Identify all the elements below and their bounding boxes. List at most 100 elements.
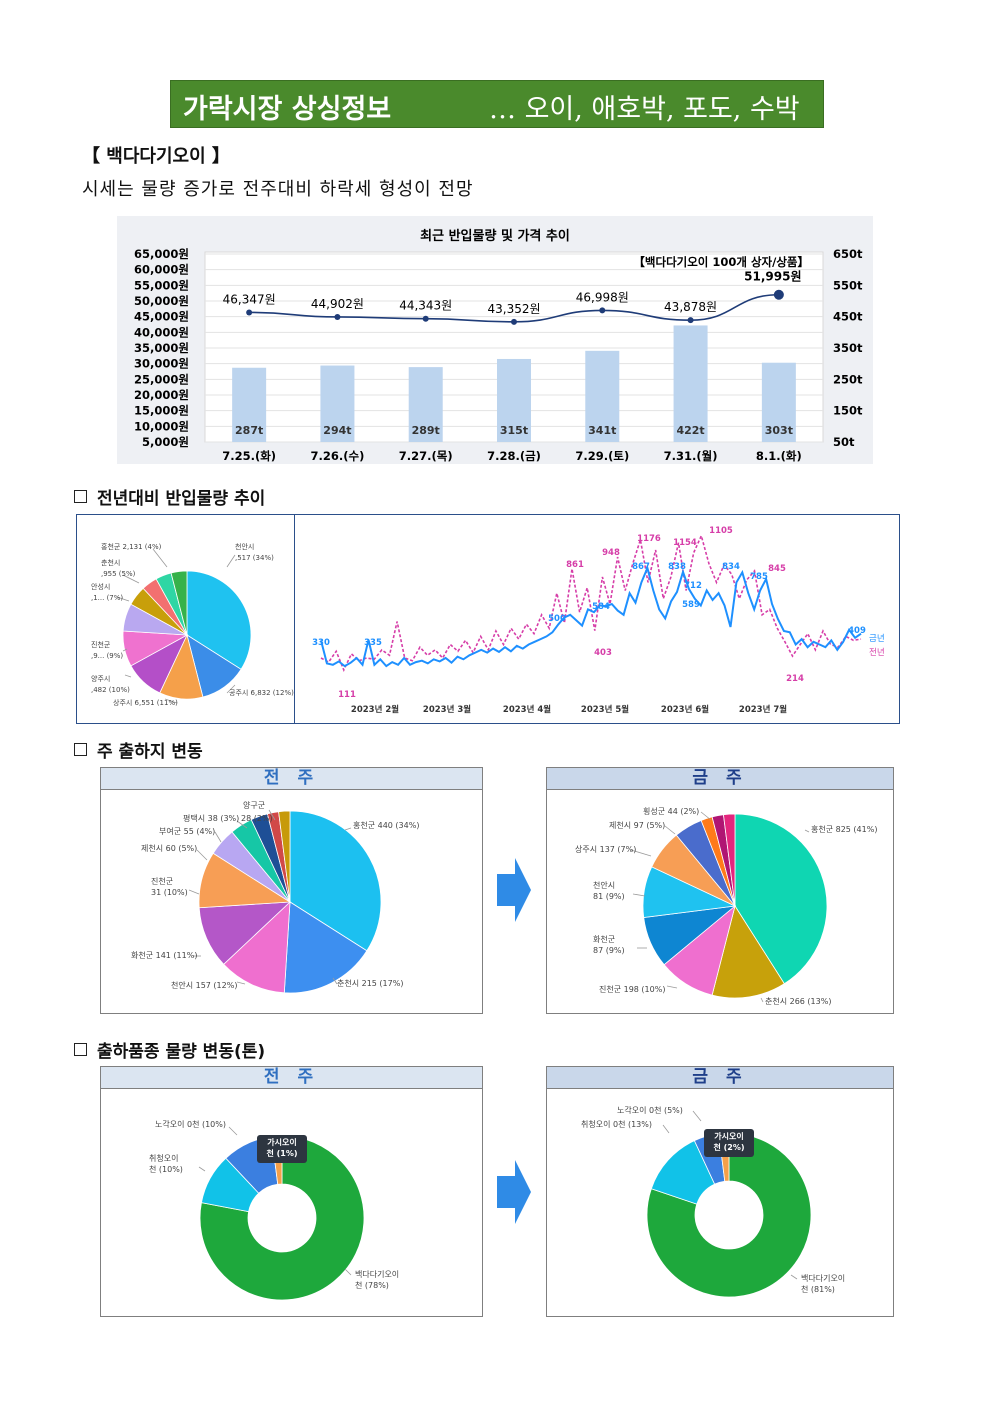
- leader-line: [630, 849, 652, 857]
- y-left-tick: 35,000원: [134, 341, 189, 355]
- banner-title-bold: 가락시장 상싱정보: [183, 94, 392, 125]
- slice-label: 천 (78%): [355, 1280, 389, 1290]
- this-year-line: [320, 564, 862, 668]
- annotation-this-year: 785: [750, 572, 768, 582]
- section-variety-label: 출하품종 물량 변동(톤): [97, 1042, 266, 1062]
- slice-label: 춘천시 266 (13%): [765, 996, 831, 1006]
- origin-this-panel: 금 주 홍천군 825 (41%) 춘천시 266 (13%) 진천군 198 (1…: [546, 767, 894, 1014]
- annotation-last-year: 948: [602, 548, 620, 558]
- y-left-tick: 65,000원: [134, 247, 189, 261]
- pie-slice: [723, 813, 736, 907]
- leader-line: [632, 893, 646, 897]
- origin-share-pie-svg: 천안시 ,517 (34%) 공주시 6,832 (12%) 상주시 6,551 (1…: [91, 542, 294, 707]
- origin-this-pie: 홍천군 825 (41%) 춘천시 266 (13%) 진천군 198 (10%) 화…: [575, 806, 877, 1006]
- checkbox-square: [74, 743, 87, 756]
- leader-line: [236, 820, 248, 829]
- annotation-this-year: 712: [684, 581, 702, 591]
- annotation-last-year: 214: [786, 674, 804, 684]
- x-tick-label: 2023년 3월: [423, 704, 471, 715]
- item-header: 【 백다다기오이 】: [82, 146, 230, 167]
- leader-line: [344, 827, 352, 831]
- y-left-tick: 55,000원: [134, 278, 189, 292]
- price-volume-chart-svg: 최근 반입물량 및 가격 추이 【백다다기오이 100개 상자/상품】 287t…: [134, 228, 863, 463]
- annotation-last-year: 845: [768, 564, 786, 574]
- slice-label: 천 (1%): [266, 1148, 297, 1158]
- slice-label: ,482 (10%): [91, 686, 130, 694]
- section-yoy-label: 전년대비 반입물량 추이: [97, 489, 266, 509]
- slice-label: 화천군: [593, 934, 615, 944]
- leader-line: [228, 1126, 238, 1136]
- slice-label: 87 (9%): [593, 946, 625, 955]
- origin-prev-head: 전 주: [101, 768, 482, 790]
- tooltip-box: [704, 1129, 754, 1157]
- leader-line: [804, 829, 810, 833]
- annotation-this-year: 335: [364, 638, 382, 648]
- pie-slice: [289, 810, 382, 952]
- chart1-title: 최근 반입물량 및 가격 추이: [420, 228, 570, 244]
- annotation-last-year: 403: [594, 648, 612, 658]
- market-outlook: 시세는 물량 증가로 전주대비 하락세 형성이 전망: [82, 179, 474, 200]
- banner-title-items: … 오이, 애호박, 포도, 수박: [489, 94, 800, 125]
- slice-label: 31 (10%): [151, 888, 188, 897]
- last-year-line: [320, 533, 862, 672]
- slice-label: 안성시: [91, 582, 110, 591]
- volume-label: 315t: [500, 424, 528, 437]
- slice-label: 천 (2%): [713, 1142, 744, 1152]
- leader-line: [664, 825, 676, 835]
- slice-label: 천안시: [593, 880, 615, 890]
- pie-slice: [734, 813, 828, 985]
- annotation-last-year: 1105: [709, 526, 733, 536]
- price-point: [246, 309, 253, 316]
- origin-share-pie: 천안시 ,517 (34%) 공주시 6,832 (12%) 상주시 6,551 (1…: [77, 515, 295, 723]
- slice-label: 노각오이 0천 (5%): [617, 1105, 683, 1115]
- annotation-last-year: 1176: [637, 534, 661, 544]
- x-tick-label: 7.31.(월): [664, 449, 718, 463]
- section-origin: 주 출하지 변동: [74, 737, 203, 762]
- slice-label: 양구군: [243, 801, 265, 810]
- origin-this-head: 금 주: [547, 768, 893, 790]
- price-point: [334, 313, 341, 320]
- price-point: [687, 317, 694, 324]
- variety-this-head: 금 주: [547, 1067, 893, 1089]
- yoy-line-chart-svg: 2023년 2월 2023년 3월 2023년 4월 2023년 5월 2023년 6월…: [312, 526, 885, 715]
- annotation-this-year: 834: [722, 562, 740, 572]
- price-label: 51,995원: [744, 270, 801, 284]
- slice-label: 상주시 6,551 (11%): [113, 698, 178, 707]
- price-label: 44,902원: [311, 297, 364, 311]
- y-right-tick: 250t: [833, 372, 863, 386]
- price-label: 44,343원: [399, 299, 452, 313]
- price-point: [511, 318, 517, 325]
- slice-label: 진천군: [151, 876, 173, 886]
- y-right-tick: 550t: [833, 278, 863, 292]
- price-point: [599, 307, 606, 314]
- annotation-last-year: 111: [338, 690, 356, 700]
- slice-label: 양주시: [91, 675, 110, 683]
- annotation-this-year: 500: [548, 614, 566, 624]
- pie-slice: [170, 570, 188, 636]
- leader-line: [700, 811, 712, 821]
- leader-line: [116, 596, 130, 602]
- volume-bar: [585, 350, 620, 442]
- yoy-frame: 천안시 ,517 (34%) 공주시 6,832 (12%) 상주시 6,551 (1…: [76, 514, 900, 724]
- checkbox-square: [74, 490, 87, 503]
- volume-bar: [673, 325, 708, 442]
- section-variety: 출하품종 물량 변동(톤): [74, 1037, 265, 1062]
- leader-line: [164, 698, 178, 704]
- leader-line: [196, 849, 208, 861]
- leader-line: [122, 574, 140, 584]
- annotation-this-year: 584: [592, 602, 610, 612]
- slice-label: 공주시 6,832 (12%): [229, 689, 294, 697]
- y-left-tick: 40,000원: [134, 325, 189, 339]
- slice-label: 가시오이: [267, 1137, 296, 1147]
- leader-line: [226, 554, 236, 568]
- y-left-tick: 5,000원: [142, 435, 189, 449]
- slice-label: ,955 (5%): [101, 570, 136, 578]
- leader-line: [188, 889, 200, 895]
- x-tick-label: 8.1.(화): [756, 449, 802, 463]
- slice-label: 진천군 198 (10%): [599, 984, 665, 994]
- slice-label: ,517 (34%): [235, 554, 274, 562]
- leader-line: [662, 1124, 670, 1134]
- y-right-tick: 150t: [833, 404, 863, 418]
- slice-label: 천안시: [235, 542, 254, 551]
- variety-prev-panel: 전 주 백다다기오이 천 (78%) 취청오이 천 (10%) 노각오이 0천 (10%…: [100, 1066, 483, 1317]
